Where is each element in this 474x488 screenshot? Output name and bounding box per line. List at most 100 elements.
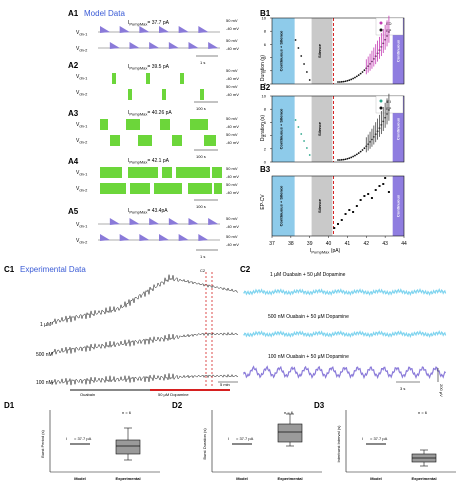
burst [100, 167, 122, 178]
voltage-traces [100, 167, 222, 194]
data-point [352, 77, 354, 80]
panel-a4: A4 IPumpMax= 42.1 pA Vdn-1 Vdn-2 50 mV -… [68, 157, 239, 209]
x-category-label: Model [236, 476, 248, 481]
drug-label-dopamine: 50 µM Dopamine [158, 392, 189, 397]
x-tick-label: 41 [345, 241, 351, 247]
burst [162, 167, 172, 178]
trace-label-dn2: Vdn-2 [76, 138, 88, 145]
band-continuous-silence [272, 176, 295, 236]
data-point [354, 154, 356, 157]
data-point [333, 227, 336, 229]
panel-label: C2 [240, 265, 251, 274]
burst [190, 119, 208, 130]
x-category-label: Model [370, 476, 382, 481]
trace-label-dn2: Vdn-2 [76, 186, 88, 193]
data-point [348, 79, 351, 82]
burst [180, 73, 184, 84]
x-tick-label: 40 [326, 241, 332, 247]
panel-title: Model Data [84, 9, 125, 18]
y-tick-label: 4 [264, 133, 267, 138]
zoomed-trace [243, 365, 447, 380]
band-label: Continuous [395, 194, 400, 217]
data-point [294, 119, 297, 121]
data-point [300, 133, 303, 135]
panel-label: A4 [68, 157, 79, 166]
axes-frame [271, 175, 405, 237]
data-point [308, 79, 311, 81]
burst [119, 26, 130, 33]
data-point [340, 158, 343, 161]
panel-label: B2 [260, 83, 271, 92]
trace-label-dn2: Vdn-2 [76, 90, 88, 97]
panel-label: A5 [68, 207, 79, 216]
panel-label: C1 [4, 265, 15, 274]
data-point [340, 80, 343, 83]
x-tick-label: 44 [401, 241, 407, 247]
panel-d2: D2 Burst Duration (s) I = 37.7 pA n = 6 Mod… [172, 401, 322, 481]
burst [188, 218, 199, 225]
burst [130, 183, 150, 194]
data-point [350, 156, 353, 159]
data-point [305, 71, 308, 73]
trace-title: 1 µM Ouabain + 50 µM Dopamine [270, 272, 346, 278]
model-note-value: = 37.7 pA [370, 436, 388, 441]
extracellular-traces [51, 272, 239, 391]
burst [100, 234, 110, 241]
scale-label: 50 mV [226, 116, 238, 121]
scale-label: -40 mV [226, 76, 239, 81]
time-scale-label: 3 s [400, 386, 405, 391]
data-point [352, 211, 355, 213]
legend-marker [379, 106, 383, 110]
scale-label: 50 mV [226, 234, 238, 239]
data-point [300, 55, 303, 57]
data-point [359, 150, 362, 153]
burst [204, 135, 216, 146]
burst [139, 234, 150, 241]
scale-label: -40 mV [226, 26, 239, 31]
scale-label: -40 mV [226, 140, 239, 145]
panel-a2: A2 IPumpMax= 39.5 pA Vdn-1 Vdn-2 50 mV -… [68, 61, 239, 111]
legend-marker [379, 99, 383, 103]
burst [109, 42, 120, 49]
data-point [361, 71, 364, 73]
model-note-value: = 37.7 pA [236, 436, 254, 441]
data-point [338, 159, 341, 161]
time-scale-label: 100 s [196, 204, 206, 209]
n-label: n = 6 [284, 410, 294, 415]
data-point [367, 193, 370, 195]
data-point [303, 63, 305, 65]
panel-label: A2 [68, 61, 79, 70]
data-point [337, 159, 339, 161]
voltage-traces [100, 119, 216, 146]
scale-label: -40 mV [226, 174, 239, 179]
y-tick-label: 4 [264, 55, 267, 60]
burst [149, 218, 160, 225]
panel-b3: B3 EP-CV IPumpMax (pA) Continuous + Sile… [260, 165, 407, 255]
x-tick-label: 43 [382, 241, 388, 247]
data-point [342, 80, 345, 83]
trace-label-dn1: Vdn-1 [76, 74, 88, 81]
burst [128, 89, 132, 100]
panel-label: A1 [68, 9, 79, 18]
current-label: IPumpMax= 43.4pA [128, 208, 168, 215]
x-category-label: Experimental [115, 476, 140, 481]
trace-500nm [51, 331, 239, 356]
current-label: IPumpMax= 39.5 pA [128, 64, 170, 71]
band-continuous-silence [272, 96, 295, 162]
scale-label: -40 mV [226, 224, 239, 229]
model-note-value: = 37.7 pA [74, 436, 92, 441]
trace-label-dn1: Vdn-1 [76, 122, 88, 129]
band-label: Continuous + Silence [278, 185, 283, 227]
burst [126, 119, 140, 130]
panel-b1: B1 Duration (s) Continuous + Silence Sile… [260, 9, 405, 87]
burst [154, 183, 182, 194]
trace-100nm [51, 373, 239, 386]
data-point [363, 147, 366, 150]
scale-label: 50 mV [226, 166, 238, 171]
burst [129, 42, 140, 49]
panel-label: B3 [260, 165, 271, 174]
panel-label: D3 [314, 401, 325, 410]
legend-marker [379, 28, 383, 32]
y-axis-label: EP-CV [260, 194, 266, 210]
